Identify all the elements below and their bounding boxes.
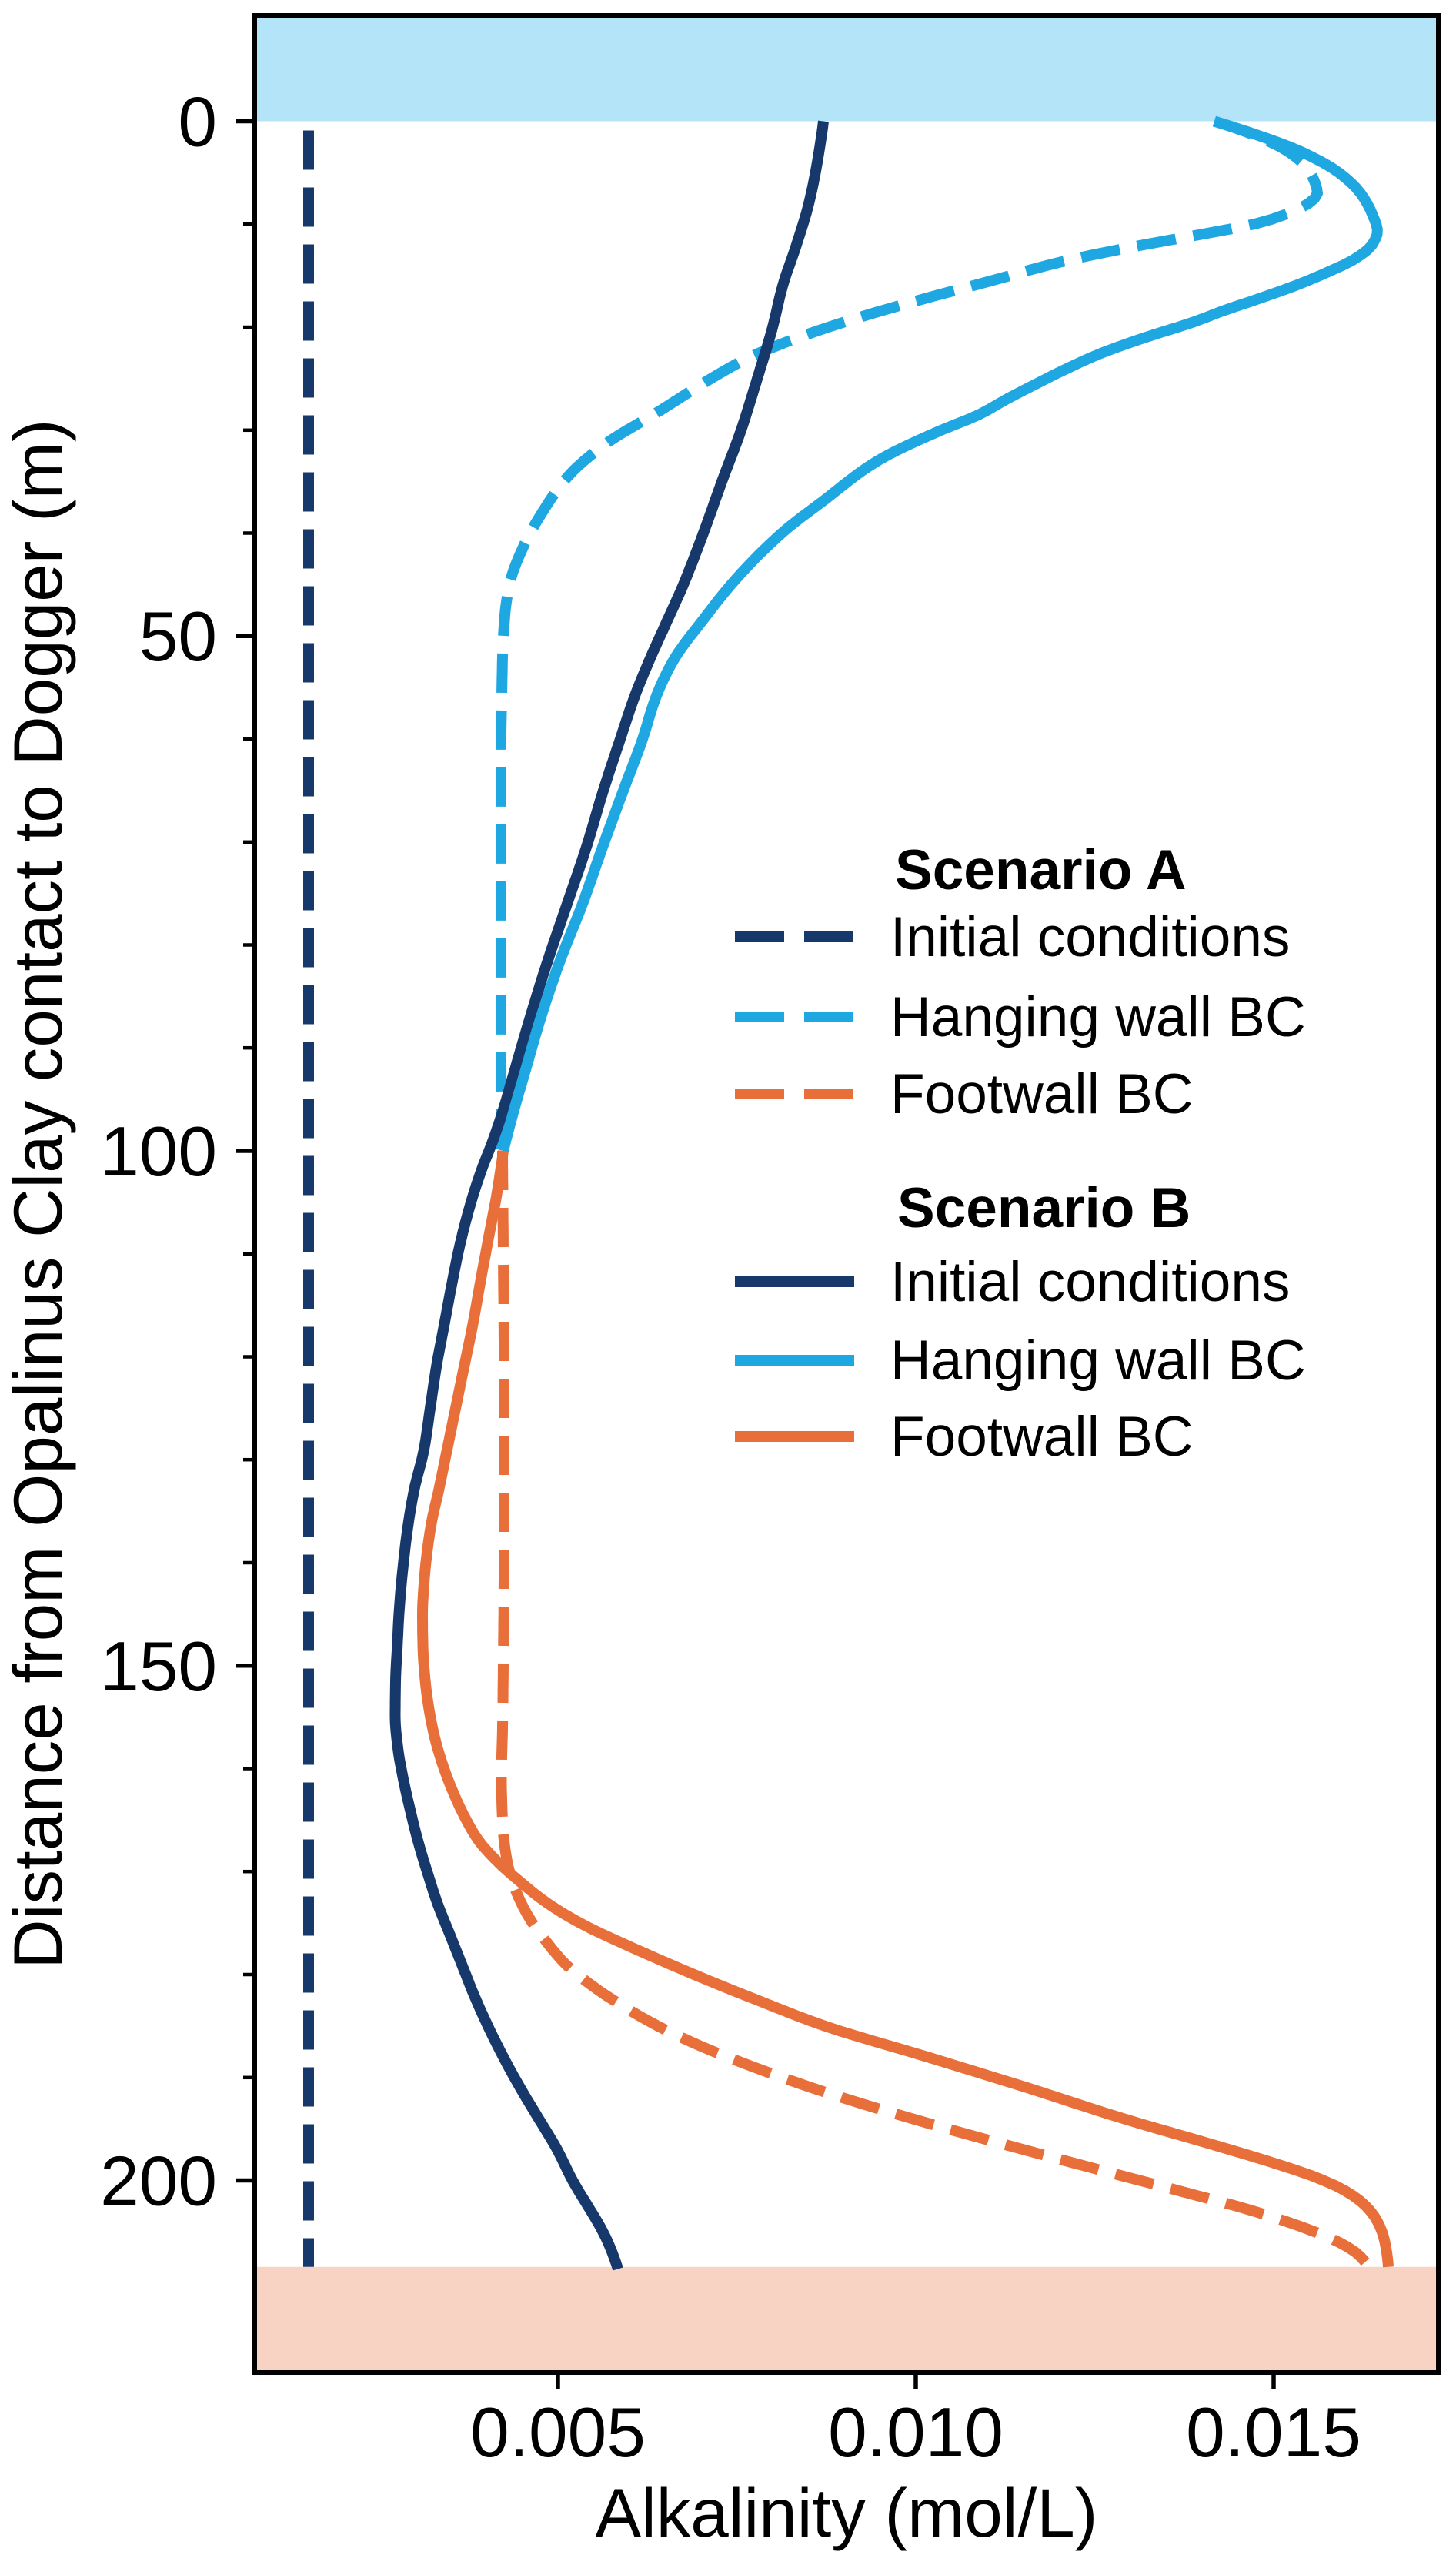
svg-text:Alkalinity (mol/L): Alkalinity (mol/L) [596,2474,1098,2551]
svg-text:50: 50 [139,598,217,676]
svg-text:Hanging wall BC: Hanging wall BC [890,1329,1306,1392]
svg-text:0: 0 [178,84,217,162]
svg-text:Scenario A: Scenario A [895,839,1187,901]
svg-text:0.005: 0.005 [470,2394,646,2472]
svg-text:Distance from Opalinus Clay co: Distance from Opalinus Clay contact to D… [0,419,76,1968]
svg-text:Initial conditions: Initial conditions [890,1251,1290,1313]
svg-text:150: 150 [100,1628,217,1706]
svg-text:0.015: 0.015 [1186,2394,1361,2472]
svg-text:200: 200 [100,2143,217,2221]
svg-text:Hanging wall BC: Hanging wall BC [890,986,1306,1048]
svg-text:Footwall BC: Footwall BC [890,1063,1194,1125]
svg-text:Footwall BC: Footwall BC [890,1406,1194,1468]
svg-text:Initial conditions: Initial conditions [890,906,1290,968]
svg-text:100: 100 [100,1113,217,1191]
svg-text:0.010: 0.010 [828,2394,1004,2472]
svg-text:Scenario B: Scenario B [897,1177,1191,1239]
